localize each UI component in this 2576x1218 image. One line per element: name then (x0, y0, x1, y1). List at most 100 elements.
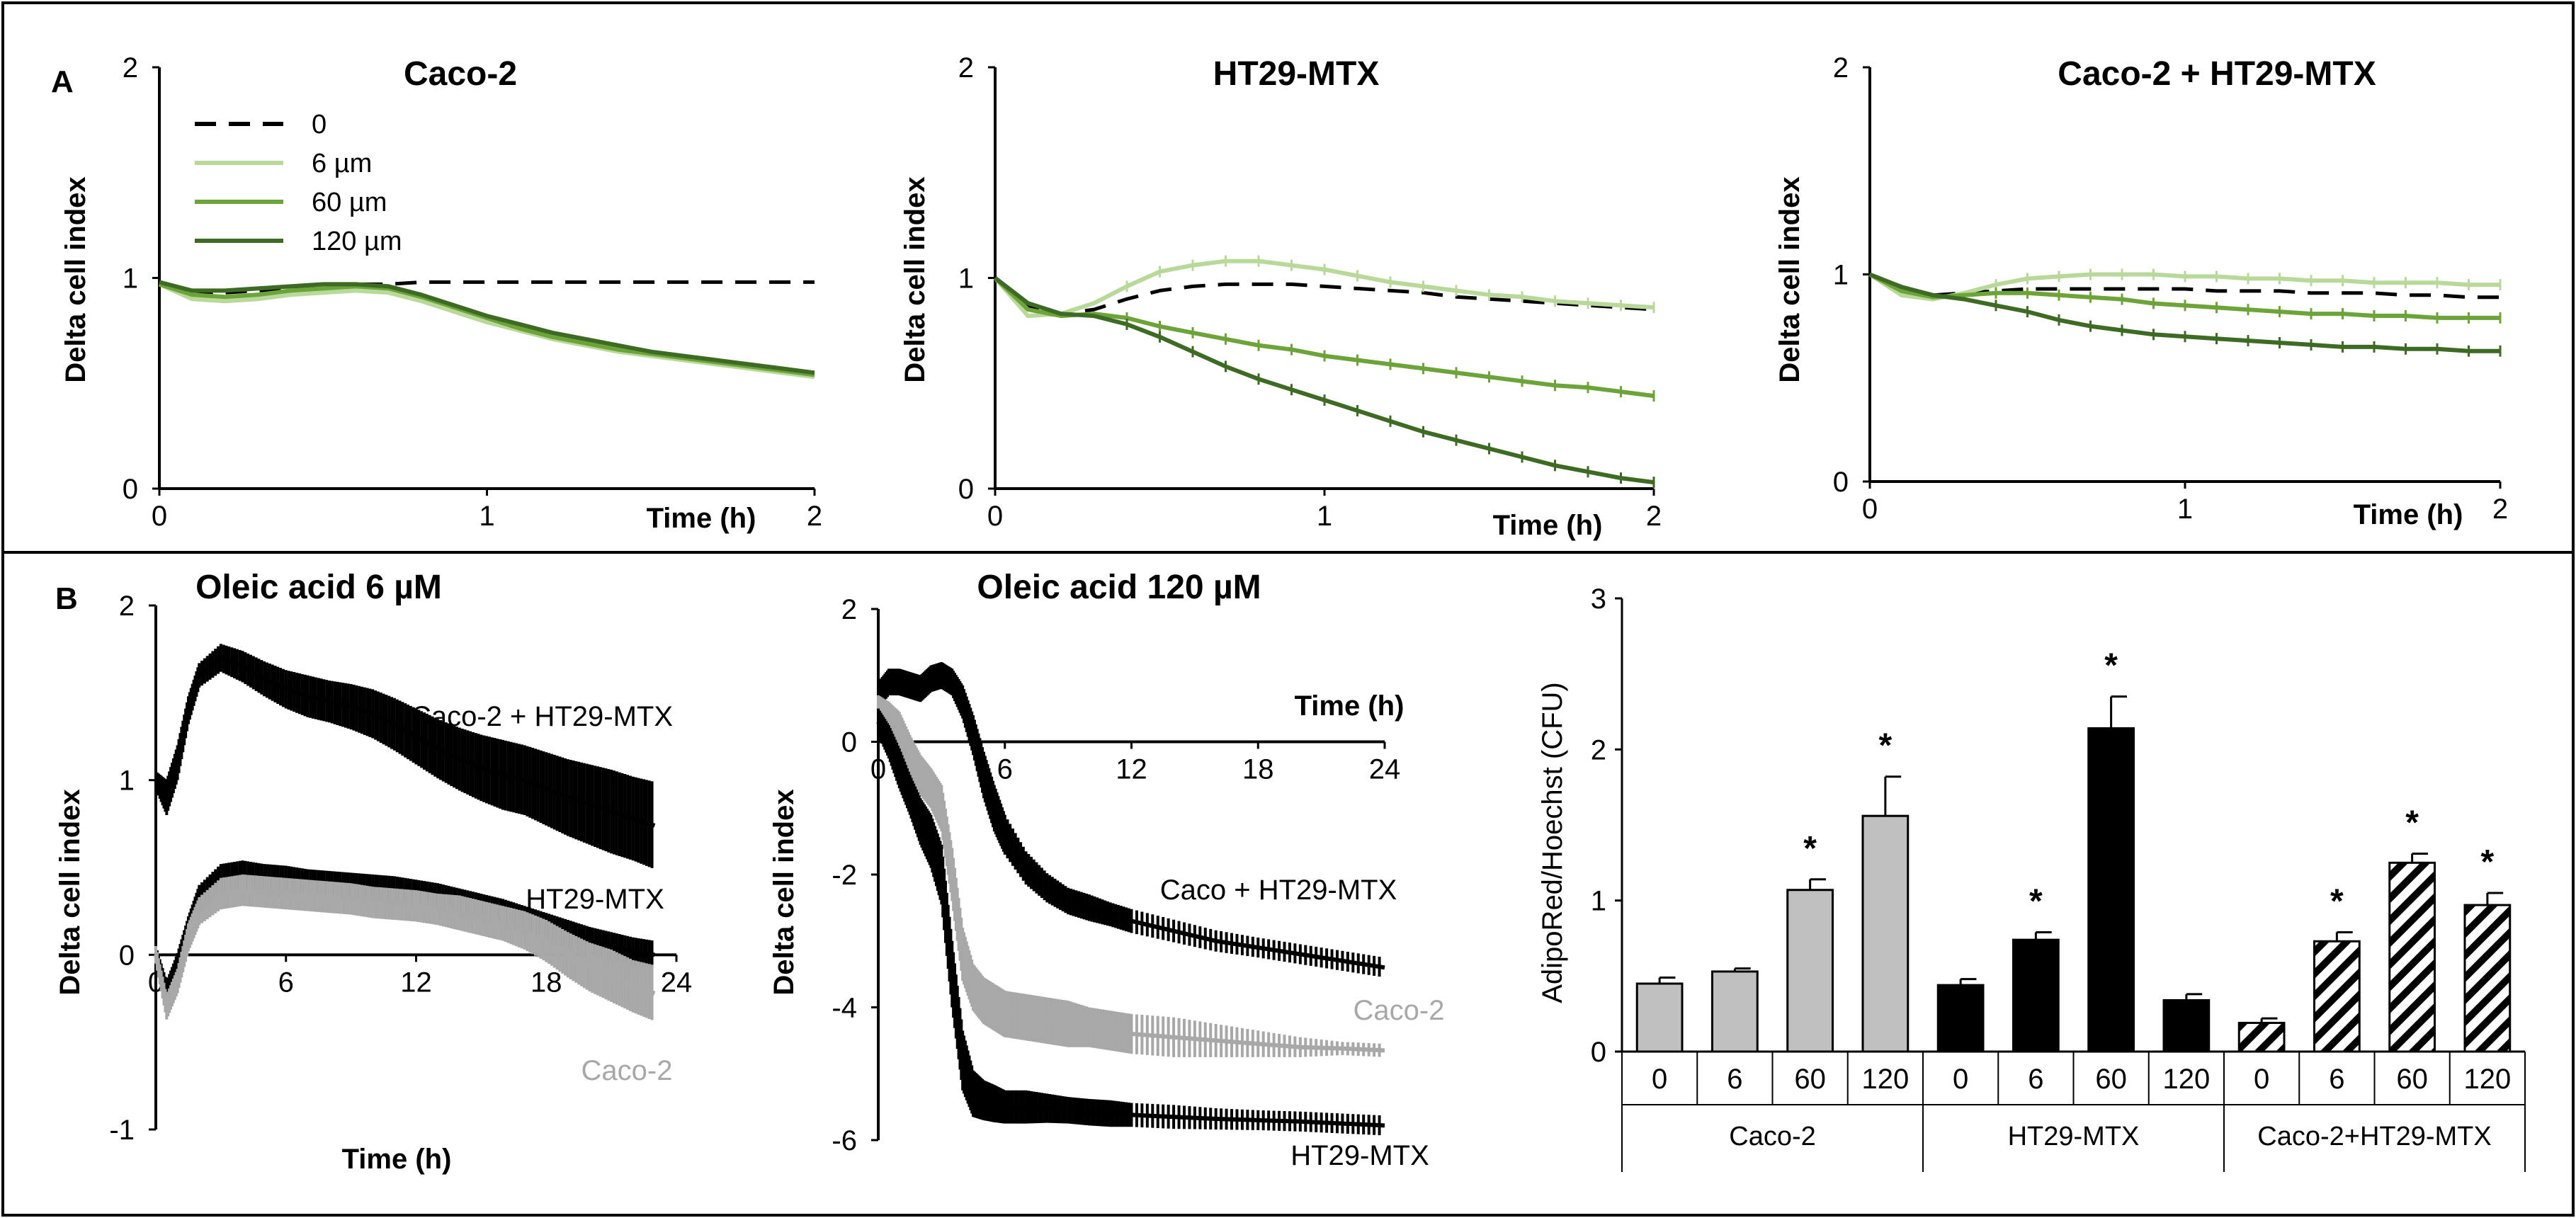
a2-series-2-line (993, 276, 1655, 399)
b1-chart-title: Oleic acid 6 µM (195, 569, 442, 606)
b3-category-label: 120 (2464, 1064, 2512, 1095)
b2-y-tick-label: 2 (841, 594, 857, 625)
b3-bar (1711, 970, 1759, 1053)
chart-b2: Oleic acid 120 µM -6 -4 -2 0 2 0 6 12 18 24 Time (h… (768, 569, 1404, 1156)
b3-significance-star: * (1803, 830, 1817, 867)
series-label: HT29-MTX (526, 884, 664, 915)
b3-significance-star: * (2405, 804, 2419, 842)
b1-x-tick-label: 12 (400, 967, 432, 998)
series-label: HT29-MTX (1290, 1140, 1429, 1171)
a1-y-tick-label: 0 (123, 474, 138, 505)
b3-bar (2237, 1021, 2286, 1053)
a1-x-tick-label: 2 (807, 501, 822, 532)
b3-y-tick-label: 1 (1591, 886, 1606, 917)
a1-chart-title: Caco-2 (404, 55, 517, 93)
a2-y-tick-label: 0 (958, 474, 974, 505)
b1-x-tick-label: 6 (278, 967, 294, 998)
panel-label-b: B (55, 581, 78, 616)
chart-a1: Caco-2 0 1 2 0 1 2 Time (h) Delta cell index (60, 52, 822, 534)
a1-y-axis-label: Delta cell index (60, 176, 91, 382)
b3-bar (2012, 938, 2060, 1053)
b2-x-tick-label: 18 (1242, 754, 1274, 785)
b3-significance-star: * (2330, 882, 2344, 920)
a3-series-2-line (1868, 272, 2500, 320)
b1-y-tick-label: 2 (119, 591, 135, 622)
legend-label: 120 µm (312, 227, 402, 256)
b2-y-tick-label: -4 (832, 993, 857, 1024)
a2-series-0-line (994, 276, 1655, 316)
b2-y-tick-label: -2 (832, 860, 857, 891)
b3-group-label: Caco-2+HT29-MTX (2257, 1122, 2491, 1151)
a3-y-tick-label: 1 (1833, 260, 1849, 291)
b3-category-label: 60 (2396, 1064, 2428, 1095)
a2-series-1-line (993, 258, 1655, 319)
a1-series-3-line (159, 280, 815, 375)
b3-category-label: 60 (2095, 1064, 2127, 1095)
b2-chart-title: Oleic acid 120 µM (977, 569, 1261, 606)
b1-series-2-line (154, 888, 656, 1010)
a3-x-tick-label: 2 (2492, 494, 2508, 525)
a3-x-tick-label: 0 (1862, 494, 1878, 525)
b1-x-tick-label: 24 (661, 967, 693, 998)
b3-category-label: 0 (2254, 1064, 2269, 1095)
b2-x-tick-label: 12 (1116, 754, 1147, 785)
b2-series-2-line (876, 720, 1385, 1128)
b2-y-axis-label: Delta cell index (768, 789, 800, 995)
b3-category-label: 0 (1953, 1064, 1968, 1095)
b3-bar (2087, 727, 2135, 1053)
b2-series-0-line (876, 673, 1385, 970)
b3-category-label: 6 (1727, 1064, 1742, 1095)
b1-y-tick-label: -1 (109, 1115, 135, 1146)
b3-group-label: HT29-MTX (2008, 1122, 2140, 1151)
b3-bar (1786, 889, 1834, 1053)
b1-y-tick-label: 0 (119, 940, 135, 971)
a2-series-3-line (994, 276, 1655, 485)
b3-category-label: 0 (1652, 1064, 1667, 1095)
b3-bar (1936, 984, 1985, 1053)
b1-y-axis-label: Delta cell index (55, 789, 86, 995)
b3-category-label: 6 (2028, 1064, 2043, 1095)
b3-bar (2388, 861, 2436, 1053)
a2-x-tick-label: 0 (987, 501, 1003, 532)
b1-series-0-line (154, 656, 656, 828)
series-label: Caco-2 (1354, 995, 1445, 1026)
a3-y-tick-label: 0 (1833, 467, 1849, 498)
series-label: Caco-2 (581, 1055, 673, 1086)
a2-y-tick-label: 2 (958, 52, 974, 84)
b3-bar (1861, 814, 1910, 1053)
b3-bar (2313, 940, 2361, 1053)
a2-chart-title: HT29-MTX (1213, 55, 1380, 93)
b3-category-label: 60 (1794, 1064, 1826, 1095)
b3-category-label: 120 (2163, 1064, 2211, 1095)
a1-y-tick-label: 1 (123, 263, 138, 295)
panel-a-legend: 0 6 µm 60 µm 120 µm (195, 110, 402, 256)
chart-a2: HT29-MTX 0 1 2 0 1 2 Time (h) Delta cell index (900, 52, 1662, 541)
b2-x-axis-label: Time (h) (1295, 690, 1405, 722)
b3-y-axis-label: AdipoRed/Hoechst (CFU) (1537, 682, 1568, 1003)
b3-bar (2463, 904, 2512, 1053)
b3-bar (2162, 998, 2211, 1053)
a1-x-tick-label: 0 (152, 501, 167, 532)
a1-x-axis-label: Time (h) (647, 503, 756, 534)
series-label: Caco-2 + HT29-MTX (411, 701, 673, 732)
b2-x-tick-label: 0 (870, 754, 886, 785)
b3-significance-star: * (2029, 882, 2043, 920)
b2-x-tick-label: 6 (997, 754, 1013, 785)
b1-y-tick-label: 1 (119, 765, 135, 797)
b3-y-tick-label: 2 (1591, 734, 1606, 765)
a2-y-tick-label: 1 (958, 263, 974, 295)
b3-bar (1635, 982, 1684, 1053)
series-labels: Caco-2 + HT29-MTX HT29-MTX Caco-2 Caco + HT… (411, 701, 1445, 1171)
b2-y-tick-label: -6 (832, 1125, 857, 1156)
a3-x-axis-label: Time (h) (2354, 499, 2463, 530)
legend-label: 6 µm (312, 149, 372, 178)
a3-x-tick-label: 1 (2177, 494, 2193, 525)
b1-x-axis-label: Time (h) (342, 1144, 452, 1175)
b3-significance-star: * (1879, 727, 1893, 765)
a3-series-3-line (1868, 272, 2500, 353)
b2-x-tick-label: 24 (1369, 754, 1401, 785)
